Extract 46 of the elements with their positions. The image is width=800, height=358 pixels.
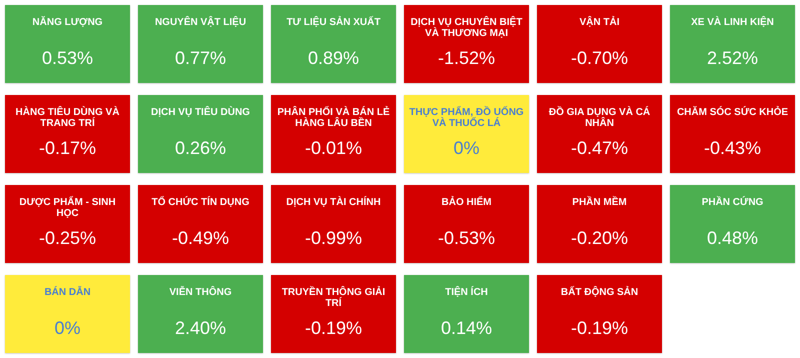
data-label: -0.20% <box>570 228 628 248</box>
category-label: CHĂM SÓC SỨC KHỎE <box>676 106 788 118</box>
data-label: 0% <box>54 318 81 338</box>
data-label: -0.53% <box>438 228 496 248</box>
category-label: BẢO HIỂM <box>442 196 492 208</box>
data-label: -0.70% <box>570 48 628 68</box>
category-label: PHẦN CỨNG <box>702 196 764 208</box>
data-label: -0.43% <box>704 138 762 158</box>
category-label: TỔ CHỨC TÍN DỤNG <box>152 196 250 208</box>
category-label: VẬN TẢI <box>580 16 620 28</box>
data-label: -0.01% <box>304 138 362 158</box>
category-label: HÀNG TIÊU DÙNG VÀ TRANG TRÍ <box>16 106 120 129</box>
data-label: 0% <box>453 138 480 158</box>
data-label: -0.19% <box>304 318 362 338</box>
data-label: -1.52% <box>438 48 496 68</box>
category-label: DỊCH VỤ TIÊU DÙNG <box>151 106 250 118</box>
category-label: DỊCH VỤ CHUYÊN BIỆT VÀ THƯƠNG MẠI <box>410 16 522 39</box>
category-label: DỊCH VỤ TÀI CHÍNH <box>286 196 381 208</box>
category-label: BÁN DẪN <box>44 286 91 298</box>
data-label: -0.49% <box>172 228 230 248</box>
data-label: -0.99% <box>304 228 362 248</box>
data-label: 2.40% <box>174 318 226 338</box>
category-label: BẤT ĐỘNG SẢN <box>560 286 638 298</box>
data-label: 0.48% <box>706 228 758 248</box>
category-label: NGUYÊN VẬT LIỆU <box>154 16 246 28</box>
category-label: PHÂN PHỐI VÀ BÁN LẺ HÀNG LÂU BỀN <box>277 106 390 129</box>
category-label: TRUYỀN THÔNG GIẢI TRÍ <box>282 286 386 309</box>
data-label: 2.52% <box>706 48 758 68</box>
category-label: TIỆN ÍCH <box>445 286 488 298</box>
data-label: -0.19% <box>570 318 628 338</box>
data-label: 0.77% <box>174 48 226 68</box>
data-label: 0.89% <box>308 48 360 68</box>
data-label: -0.17% <box>38 138 96 158</box>
data-label: 0.53% <box>42 48 94 68</box>
category-label: TƯ LIỆU SẢN XUẤT <box>286 16 380 28</box>
data-label: -0.25% <box>38 228 96 248</box>
category-label: DƯỢC PHẨM - SINH HỌC <box>19 196 116 219</box>
category-label: XE VÀ LINH KIỆN <box>691 16 774 28</box>
data-label: 0.14% <box>440 318 492 338</box>
category-label: ĐỒ GIA DỤNG VÀ CÁ NHÂN <box>548 106 650 129</box>
category-label: NĂNG LƯỢNG <box>32 16 103 28</box>
category-label: VIỄN THÔNG <box>169 286 232 298</box>
data-label: 0.26% <box>174 138 226 158</box>
data-label: -0.47% <box>570 138 628 158</box>
category-label: THỰC PHẨM, ĐỒ UỐNG VÀ THUỐC LÁ <box>409 106 524 129</box>
category-label: PHẦN MỀM <box>572 196 627 208</box>
